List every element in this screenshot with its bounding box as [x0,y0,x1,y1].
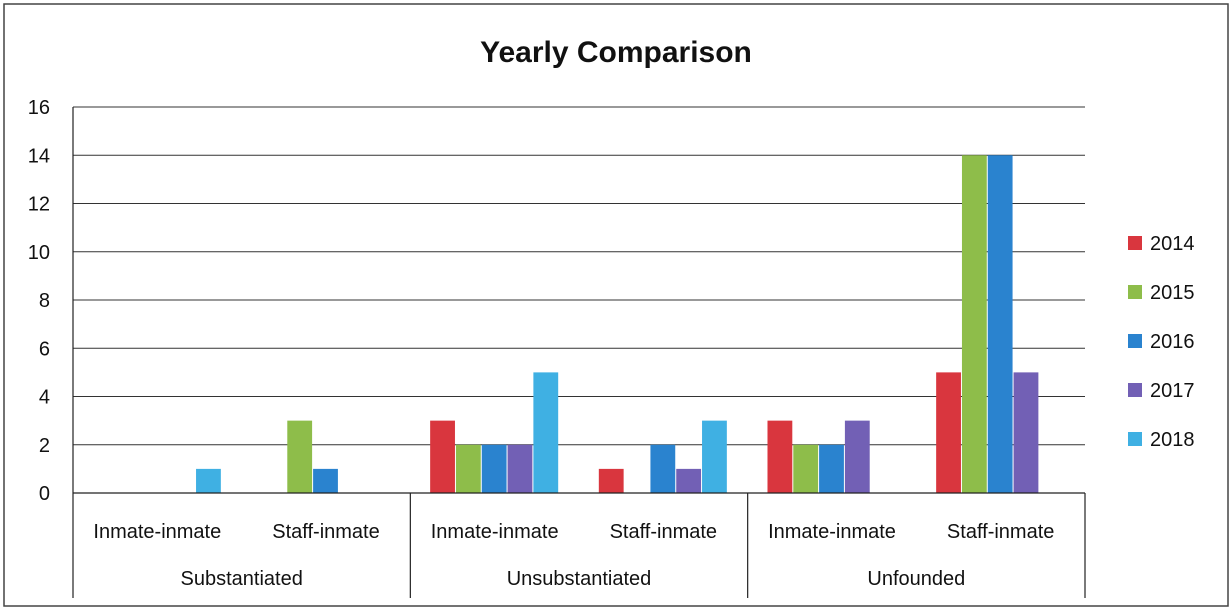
bar-2014-cat4 [767,420,793,494]
x-category-label-0: Inmate-inmate [93,521,221,543]
chart-border [3,3,1229,607]
bar-2014-cat3 [598,468,624,494]
y-tick-label-12: 12 [28,194,50,216]
x-group-label-0: Substantiated [181,568,303,590]
x-axis: Inmate-inmate Staff-inmate Inmate-inmate St… [72,107,1086,598]
legend-label-2017: 2017 [1150,380,1195,402]
y-axis-ticks: 0 2 4 6 8 10 12 14 16 [28,97,50,505]
bar-2015-cat1 [287,420,313,494]
bar-2017-cat2 [507,444,533,493]
x-category-label-2: Inmate-inmate [431,521,559,543]
legend-label-2018: 2018 [1150,429,1195,451]
x-category-label-4: Inmate-inmate [768,521,896,543]
bar-2015-cat5 [961,155,987,493]
y-tick-label-6: 6 [39,338,50,360]
y-tick-label-8: 8 [39,290,50,312]
legend-label-2015: 2015 [1150,282,1195,304]
bar-2017-cat3 [676,468,702,494]
y-tick-label-2: 2 [39,435,50,457]
legend-swatch-2016 [1128,334,1142,348]
legend-swatch-2018 [1128,432,1142,446]
legend: 2014 2015 2016 2017 2018 [1128,233,1195,451]
legend-label-2016: 2016 [1150,331,1195,353]
gridlines [73,106,1085,446]
bar-2015-cat2 [455,444,481,493]
bar-2017-cat5 [1013,372,1039,494]
bar-2018-cat0 [196,468,221,494]
x-category-label-1: Staff-inmate [272,521,379,543]
legend-swatch-2014 [1128,236,1142,250]
bars [196,155,1039,494]
bar-2014-cat2 [430,420,455,494]
y-tick-label-0: 0 [39,483,50,505]
bar-2016-cat1 [313,468,338,494]
bar-2016-cat4 [819,444,844,493]
bar-2016-cat5 [987,155,1013,493]
x-category-label-3: Staff-inmate [610,521,717,543]
x-category-label-5: Staff-inmate [947,521,1054,543]
legend-swatch-2015 [1128,285,1142,299]
bar-2016-cat2 [481,444,507,493]
legend-swatch-2017 [1128,383,1142,397]
bar-2018-cat3 [702,420,727,494]
y-tick-label-4: 4 [39,387,50,409]
bar-2014-cat5 [936,372,961,494]
chart-title: Yearly Comparison [480,36,752,69]
bar-2017-cat4 [844,420,870,494]
legend-label-2014: 2014 [1150,233,1195,255]
y-tick-label-16: 16 [28,97,50,119]
bar-2015-cat4 [793,444,819,493]
x-group-label-1: Unsubstantiated [507,568,652,590]
y-tick-label-10: 10 [28,242,50,264]
bar-2016-cat3 [650,444,676,493]
y-tick-label-14: 14 [28,145,50,167]
x-group-label-2: Unfounded [867,568,965,590]
bar-2018-cat2 [533,372,559,494]
